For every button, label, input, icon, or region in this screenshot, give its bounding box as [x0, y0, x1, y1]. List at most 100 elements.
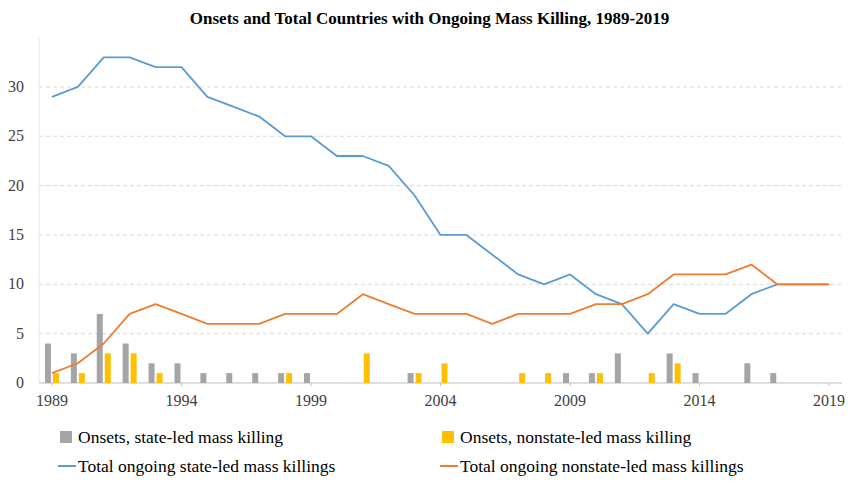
bar: [693, 373, 699, 383]
bar: [71, 353, 77, 383]
grid-line: [39, 333, 842, 334]
legend-swatch: [442, 431, 454, 443]
bar: [208, 383, 214, 384]
bar: [589, 373, 595, 383]
line: [52, 265, 829, 374]
chart-container: Onsets and Total Countries with Ongoing …: [0, 0, 859, 489]
bar: [511, 383, 517, 384]
x-tick-label: 1989: [36, 392, 68, 409]
x-tick-label: 1994: [165, 392, 197, 409]
bar: [304, 373, 310, 383]
legend-label: Total ongoing state-led mass killings: [78, 456, 336, 476]
bar: [174, 363, 180, 383]
line: [52, 57, 829, 333]
x-tick: [310, 383, 311, 386]
bar: [123, 344, 129, 383]
bar: [149, 363, 155, 383]
legend-label: Onsets, nonstate-led mass killing: [460, 427, 692, 447]
bar: [597, 373, 603, 383]
bar: [778, 383, 784, 384]
y-axis-line: [39, 38, 40, 383]
bar: [226, 373, 232, 383]
bar: [726, 383, 732, 384]
bar: [571, 383, 577, 384]
bar: [675, 363, 681, 383]
bar: [390, 383, 396, 384]
bar: [744, 363, 750, 383]
bar: [459, 383, 465, 384]
bar: [105, 353, 111, 383]
y-tick-label: 30: [8, 78, 24, 95]
bar: [485, 383, 491, 384]
x-tick-label: 2009: [554, 392, 586, 409]
bar: [234, 383, 240, 384]
x-tick-label: 2019: [813, 392, 845, 409]
bar: [667, 353, 673, 383]
bar: [382, 383, 388, 384]
x-tick-label: 1999: [295, 392, 327, 409]
bar: [434, 383, 440, 384]
bar: [286, 373, 292, 383]
bar: [545, 373, 551, 383]
grid-line: [39, 185, 842, 186]
bar: [416, 373, 422, 383]
y-tick-label: 15: [8, 226, 24, 243]
legend-label: Total ongoing nonstate-led mass killings: [460, 456, 744, 476]
bar: [649, 373, 655, 383]
bar: [252, 373, 258, 383]
x-tick: [181, 383, 182, 386]
legend-label: Onsets, state-led mass killing: [78, 427, 283, 447]
bar: [356, 383, 362, 384]
bar: [563, 373, 569, 383]
bar: [615, 353, 621, 383]
bar: [53, 373, 59, 383]
x-tick: [51, 383, 52, 386]
bar: [278, 373, 284, 383]
bar: [804, 383, 810, 384]
bar: [718, 383, 724, 384]
bar: [830, 383, 836, 384]
y-tick-label: 5: [16, 325, 24, 342]
grid-line: [39, 86, 842, 87]
x-tick-label: 2004: [425, 392, 457, 409]
grid-line: [39, 284, 842, 285]
grid-line: [39, 136, 842, 137]
bar: [752, 383, 758, 384]
x-tick: [570, 383, 571, 386]
x-tick-label: 2014: [684, 392, 716, 409]
bar: [260, 383, 266, 384]
bar: [519, 373, 525, 383]
bar: [493, 383, 499, 384]
bar: [641, 383, 647, 384]
bar: [467, 383, 473, 384]
bar: [408, 373, 414, 383]
bar: [442, 363, 448, 383]
bar: [537, 383, 543, 384]
y-tick-label: 0: [16, 374, 24, 391]
bar: [338, 383, 344, 384]
legend-swatch: [60, 431, 72, 443]
bar: [182, 383, 188, 384]
bar: [822, 383, 828, 384]
bar: [796, 383, 802, 384]
bar: [364, 353, 370, 383]
bar: [312, 383, 318, 384]
bar: [45, 344, 51, 383]
x-tick: [440, 383, 441, 386]
bar: [200, 373, 206, 383]
legend-swatch: [440, 465, 458, 467]
y-tick-label: 20: [8, 177, 24, 194]
legend-swatch: [58, 465, 76, 467]
bar: [157, 373, 163, 383]
title: Onsets and Total Countries with Ongoing …: [190, 9, 669, 28]
bar: [701, 383, 707, 384]
bar: [770, 373, 776, 383]
chart-svg: Onsets and Total Countries with Ongoing …: [0, 0, 859, 489]
bar: [330, 383, 336, 384]
legend: Onsets, state-led mass killing Onsets, no…: [58, 427, 744, 476]
y-tick-label: 10: [8, 275, 24, 292]
plot-area: [45, 57, 829, 383]
y-tick-label: 25: [8, 127, 24, 144]
x-tick: [699, 383, 700, 386]
bar: [623, 383, 629, 384]
